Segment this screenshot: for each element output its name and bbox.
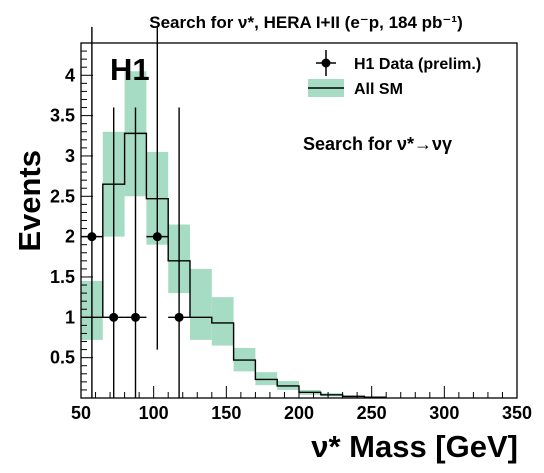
x-axis: 50 100 150 200 250 300 350 — [71, 386, 532, 423]
y-tick-label: 1.5 — [50, 267, 75, 287]
y-axis: 0.5 1 1.5 2 2.5 3 3.5 4 — [50, 42, 93, 391]
x-tick-label: 100 — [139, 403, 169, 423]
y-tick-label: 4 — [65, 65, 75, 85]
sm-band-bin — [255, 372, 278, 386]
y-tick-label: 2 — [65, 227, 75, 247]
legend-data-marker — [321, 58, 331, 68]
x-tick-label: 200 — [284, 403, 314, 423]
legend-sm-label: All SM — [354, 81, 403, 98]
y-tick-label: 3 — [65, 146, 75, 166]
legend-data-label: H1 Data (prelim.) — [354, 56, 481, 73]
data-point — [152, 232, 162, 242]
x-axis-label: ν* Mass [GeV] — [311, 429, 518, 464]
data-points — [81, 26, 190, 398]
data-point — [109, 312, 119, 322]
y-axis-label: Events — [12, 150, 47, 252]
x-tick-label: 150 — [211, 403, 241, 423]
x-tick-label: 250 — [357, 403, 387, 423]
y-tick-label: 1 — [65, 307, 75, 327]
x-tick-label: 50 — [71, 403, 91, 423]
chart-title: Search for ν*, HERA I+II (e⁻p, 184 pb⁻¹) — [149, 13, 462, 32]
annotation: Search for ν*→νγ — [303, 134, 452, 154]
sm-band-bin — [190, 268, 212, 340]
x-tick-label: 300 — [429, 403, 459, 423]
experiment-label: H1 — [110, 52, 150, 87]
y-tick-label: 3.5 — [50, 106, 75, 126]
x-tick-label: 350 — [502, 403, 532, 423]
data-point — [131, 312, 140, 322]
sm-band-bin — [211, 297, 234, 346]
y-tick-label: 2.5 — [50, 186, 75, 206]
legend: H1 Data (prelim.) All SM — [308, 50, 481, 98]
y-tick-label: 0.5 — [50, 348, 75, 368]
data-point — [174, 312, 184, 322]
